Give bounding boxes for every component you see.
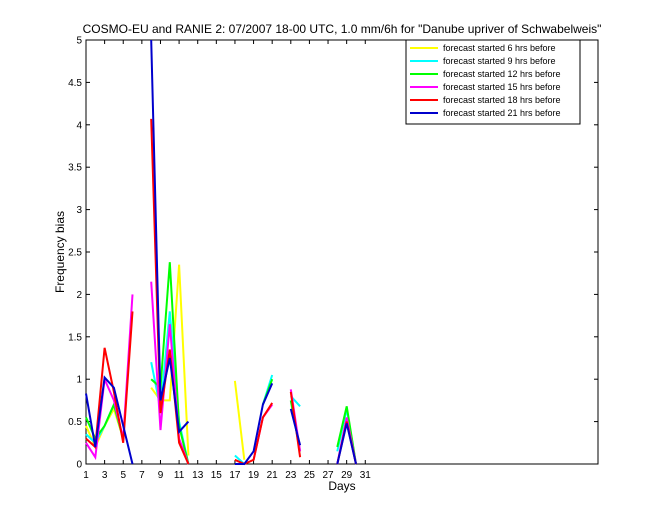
x-tick-label: 31 xyxy=(360,470,372,481)
x-tick-label: 27 xyxy=(322,470,334,481)
x-tick-label: 15 xyxy=(211,470,223,481)
series-6 xyxy=(85,39,357,465)
y-axis-label: Frequency bias xyxy=(53,211,67,293)
x-tick-label: 19 xyxy=(248,470,260,481)
y-tick-label: 1 xyxy=(76,375,82,386)
y-tick-label: 3 xyxy=(76,205,82,216)
legend-entry: forecast started 12 hrs before xyxy=(443,69,561,79)
series-line-segment xyxy=(234,402,274,466)
y-tick-label: 2 xyxy=(76,290,82,301)
series-lines xyxy=(85,39,357,466)
legend-entry: forecast started 9 hrs before xyxy=(443,56,556,66)
series-line-segment xyxy=(85,375,134,465)
legend-box xyxy=(405,39,581,125)
series-line-segment xyxy=(289,408,302,446)
y-tick-label: 3.5 xyxy=(68,163,82,174)
y-tick-label: 5 xyxy=(76,36,82,47)
x-tick-label: 29 xyxy=(341,470,353,481)
x-tick-label: 17 xyxy=(229,470,241,481)
x-tick-label: 11 xyxy=(174,470,185,481)
x-tick-label: 5 xyxy=(120,470,126,481)
legend-entry: forecast started 18 hrs before xyxy=(443,95,561,105)
series-line-segment xyxy=(336,423,357,465)
x-tick-label: 9 xyxy=(158,470,164,481)
y-tick-label: 0 xyxy=(76,460,82,471)
chart-title: COSMO-EU and RANIE 2: 07/2007 18-00 UTC,… xyxy=(83,22,602,36)
y-tick-label: 4 xyxy=(76,120,82,131)
y-tick-label: 2.5 xyxy=(68,248,82,259)
x-axis-label: Days xyxy=(328,479,355,493)
legend: forecast started 6 hrs before forecast st… xyxy=(405,39,581,125)
series-line-segment xyxy=(234,382,274,465)
x-tick-label: 23 xyxy=(285,470,297,481)
legend-entry: forecast started 21 hrs before xyxy=(443,108,561,118)
x-tick-label: 3 xyxy=(102,470,108,481)
legend-entry: forecast started 6 hrs before xyxy=(443,43,556,53)
series-line-segment xyxy=(150,281,190,465)
axis-ticks: 1 3 5 7 9 11 13 15 17 19 21 23 25 27 29 3100.511.522.53… xyxy=(68,36,598,481)
legend-entry: forecast started 15 hrs before xyxy=(443,82,561,92)
x-tick-label: 1 xyxy=(83,470,89,481)
x-tick-label: 13 xyxy=(192,470,204,481)
series-line-segment xyxy=(233,380,246,460)
y-tick-label: 1.5 xyxy=(68,332,82,343)
series-line-segment xyxy=(150,39,190,435)
x-tick-label: 7 xyxy=(139,470,145,481)
y-tick-label: 4.5 xyxy=(68,78,82,89)
y-tick-label: 0.5 xyxy=(68,417,82,428)
x-tick-label: 21 xyxy=(267,470,279,481)
series-line-segment xyxy=(85,311,134,450)
x-tick-label: 25 xyxy=(304,470,316,481)
